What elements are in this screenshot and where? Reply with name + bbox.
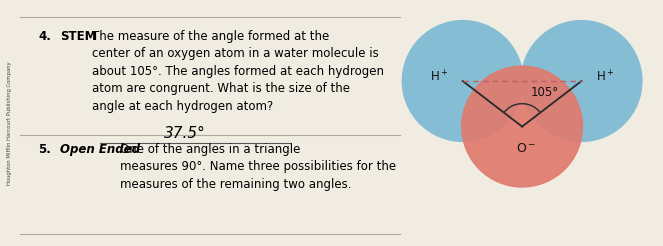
Text: One of the angles in a triangle
measures 90°. Name three possibilities for the
m: One of the angles in a triangle measures… <box>120 143 396 191</box>
Text: 37.5°: 37.5° <box>164 126 206 141</box>
Text: O$^-$: O$^-$ <box>516 142 536 155</box>
Circle shape <box>521 21 642 141</box>
Circle shape <box>461 66 583 187</box>
Text: STEM: STEM <box>60 30 96 43</box>
Text: H$^+$: H$^+$ <box>596 70 615 85</box>
Text: 5.: 5. <box>38 143 51 156</box>
Text: Open Ended: Open Ended <box>60 143 140 156</box>
Text: 4.: 4. <box>38 30 51 43</box>
Circle shape <box>402 21 523 141</box>
Text: 105°: 105° <box>530 86 559 99</box>
Text: Houghton Mifflin Harcourt Publishing Company: Houghton Mifflin Harcourt Publishing Com… <box>7 61 13 185</box>
Text: H$^+$: H$^+$ <box>430 70 448 85</box>
Text: The measure of the angle formed at the
center of an oxygen atom in a water molec: The measure of the angle formed at the c… <box>92 30 384 112</box>
